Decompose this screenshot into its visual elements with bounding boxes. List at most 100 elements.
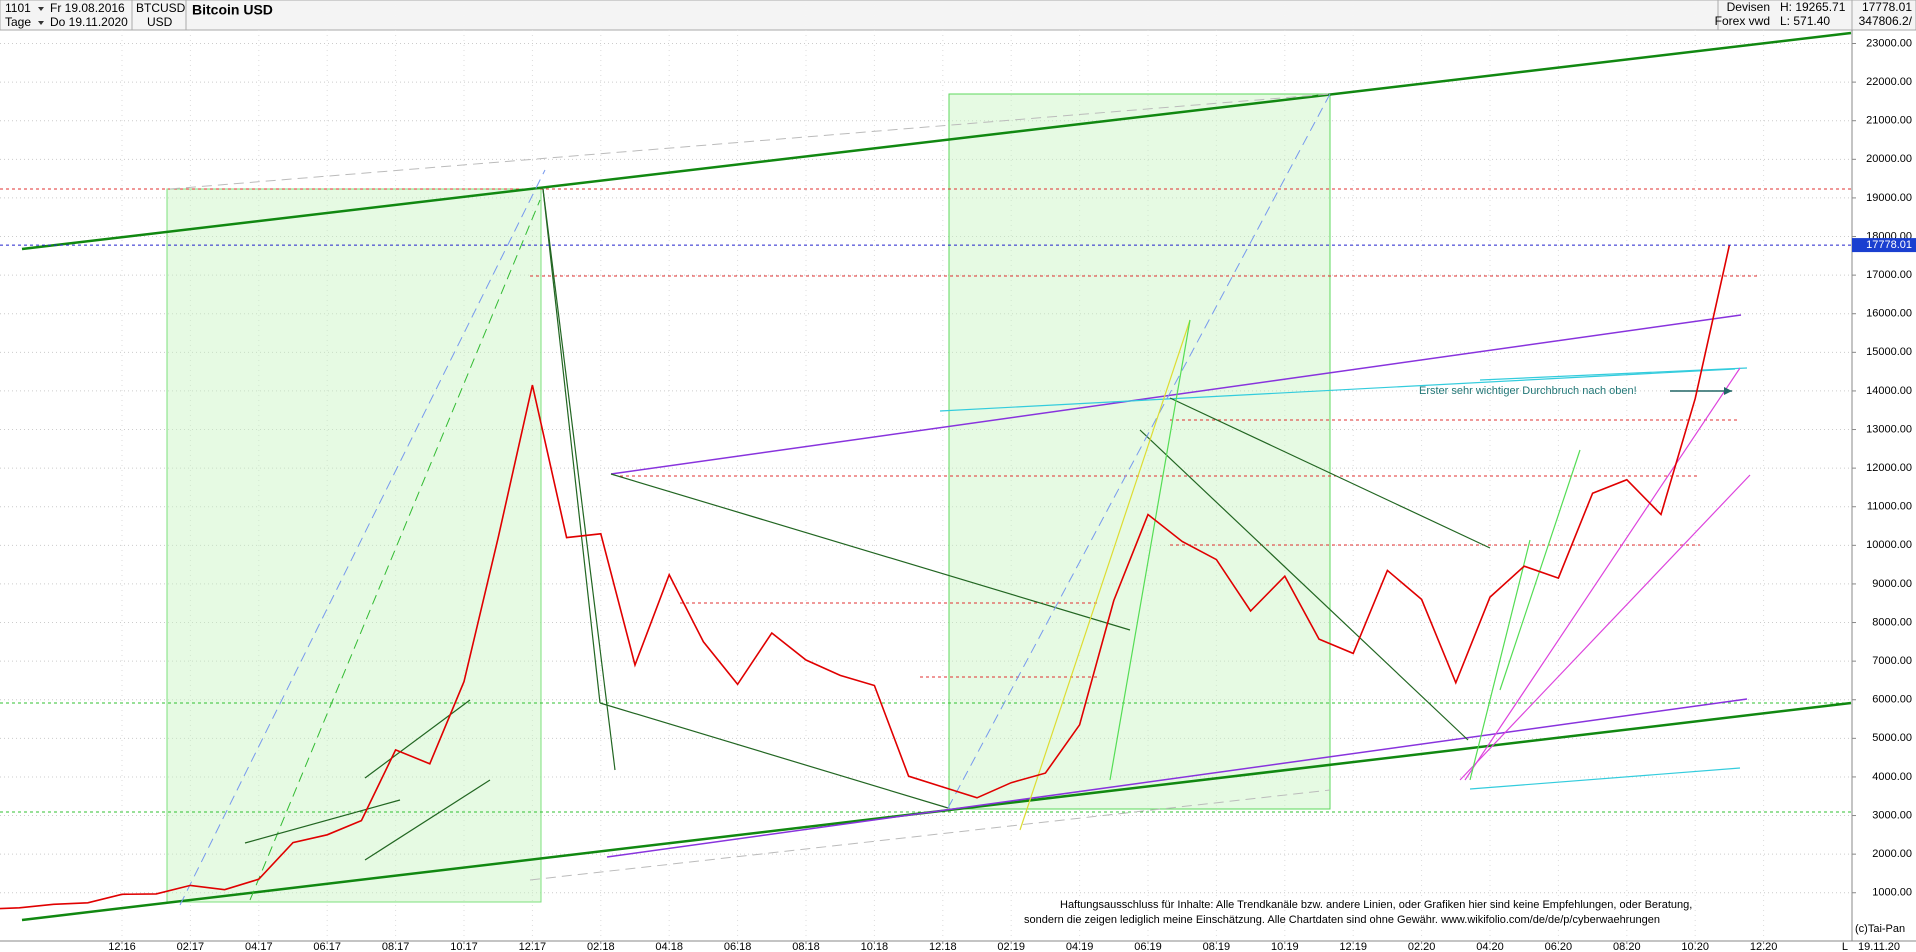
y-tick-label: 17000.00	[1866, 269, 1912, 281]
y-tick-label: 14000.00	[1866, 385, 1912, 397]
y-tick-label: 21000.00	[1866, 115, 1912, 127]
start-date: Fr 19.08.2016	[50, 1, 125, 15]
x-tick-label: 06.18	[724, 941, 752, 952]
y-tick-label: 13000.00	[1866, 423, 1912, 435]
x-tick-label: 04.18	[655, 941, 683, 952]
fan-line	[1469, 539, 1531, 781]
x-tick-label: 08.18	[792, 941, 820, 952]
trend-line	[1169, 397, 1491, 549]
x-tick-label: 12.16	[108, 941, 136, 952]
trend-line	[1464, 367, 1741, 781]
trend-line	[599, 702, 949, 809]
y-tick-label: 19000.00	[1866, 192, 1912, 204]
x-tick-label: 02.20	[1408, 941, 1436, 952]
y-tick-label: 11000.00	[1867, 501, 1912, 513]
fan-line	[1109, 319, 1191, 781]
annotation: Erster sehr wichtiger Durchbruch nach ob…	[1419, 385, 1637, 397]
x-tick-label: 08.17	[382, 941, 410, 952]
fan-line	[1499, 449, 1581, 691]
drawings	[0, 31, 1852, 922]
x-tick-label: 12.19	[1339, 941, 1367, 952]
last-price-box	[1852, 238, 1916, 253]
x-tick-label: 04.17	[245, 941, 273, 952]
x-tick-label: 10.19	[1271, 941, 1299, 952]
y-tick-label: 9000.00	[1872, 578, 1912, 590]
x-tick-label: 08.20	[1613, 941, 1641, 952]
grid	[0, 30, 1852, 941]
trend-line	[364, 699, 471, 779]
trend-line	[1479, 367, 1748, 381]
y-tick-label: 22000.00	[1866, 76, 1912, 88]
low: L: 571.40	[1780, 14, 1830, 28]
x-tick-label: 04.20	[1476, 941, 1504, 952]
chart-title: Bitcoin USD	[192, 2, 273, 18]
source: Forex vwd	[1715, 14, 1770, 28]
x-tick-label: 12.18	[929, 941, 957, 952]
last-price-label: 17778.01	[1866, 239, 1912, 251]
x-tick-label: 10.17	[450, 941, 478, 952]
date-label: 19.11.20	[1858, 941, 1900, 952]
copyright: (c)Tai-Pan	[1855, 923, 1905, 935]
fan-line	[249, 199, 541, 901]
x-tick-label: 06.19	[1134, 941, 1162, 952]
y-tick-label: 8000.00	[1872, 616, 1912, 628]
x-tick-label: 04.19	[1066, 941, 1094, 952]
x-tick-label: 06.20	[1545, 941, 1573, 952]
y-tick-label: 7000.00	[1872, 655, 1912, 667]
y-tick-label: 4000.00	[1872, 771, 1912, 783]
currency: USD	[147, 15, 173, 29]
marks	[0, 244, 1852, 910]
y-tick-label: 20000.00	[1866, 153, 1912, 165]
trend-line	[542, 188, 616, 771]
disclaimer: sondern die zeigen lediglich meine Einsc…	[1024, 914, 1660, 926]
trend-line	[542, 188, 601, 704]
last: 17778.01	[1862, 0, 1912, 14]
trend-line	[529, 789, 1331, 881]
trend-line	[1459, 474, 1751, 781]
fan-line	[1019, 319, 1191, 831]
trend-line	[169, 93, 1331, 190]
volume: 347806.2/	[1859, 14, 1913, 28]
y-tick-label: 5000.00	[1872, 732, 1912, 744]
x-tick-label: 02.19	[997, 941, 1025, 952]
range-box	[166, 188, 542, 903]
x-tick-label: 10.20	[1681, 941, 1709, 952]
header-bar	[0, 0, 1916, 31]
high: H: 19265.71	[1780, 0, 1846, 14]
x-tick-label: 10.18	[861, 941, 889, 952]
dropdown-arrow[interactable]	[38, 7, 44, 11]
trend-line	[610, 314, 1742, 475]
arrow-head	[1724, 387, 1732, 395]
x-tick-label: 02.18	[587, 941, 615, 952]
period-select[interactable]: Tage	[5, 15, 31, 29]
x-tick-label: 06.17	[313, 941, 341, 952]
fan-line	[947, 93, 1331, 809]
x-tick-label: 12.20	[1750, 941, 1778, 952]
symbol: BTCUSD	[136, 1, 186, 15]
scale-mode[interactable]: L	[1842, 941, 1848, 952]
trend-line	[939, 368, 1736, 412]
price-line	[0, 244, 1731, 910]
market: Devisen	[1727, 0, 1770, 14]
x-tick-label: 02.17	[177, 941, 205, 952]
trend-line	[244, 799, 401, 844]
dropdown-arrow[interactable]	[38, 21, 44, 25]
y-tick-label: 15000.00	[1866, 346, 1912, 358]
trend-line	[610, 473, 1131, 631]
trend-line	[1139, 429, 1469, 741]
trend-line	[606, 698, 1748, 858]
y-tick-label: 2000.00	[1872, 848, 1912, 860]
id-select[interactable]: 1101	[5, 1, 31, 15]
y-tick-label: 6000.00	[1872, 694, 1912, 706]
y-tick-label: 1000.00	[1872, 887, 1912, 899]
x-tick-label: 12.17	[519, 941, 547, 952]
x-tick-label: 08.19	[1203, 941, 1231, 952]
fan-line	[179, 169, 546, 906]
y-tick-label: 10000.00	[1866, 539, 1912, 551]
trend-channel	[21, 31, 1852, 251]
y-tick-label: 23000.00	[1866, 37, 1912, 49]
end-date: Do 19.11.2020	[50, 15, 128, 29]
trend-line	[364, 779, 491, 861]
y-tick-label: 3000.00	[1872, 809, 1912, 821]
